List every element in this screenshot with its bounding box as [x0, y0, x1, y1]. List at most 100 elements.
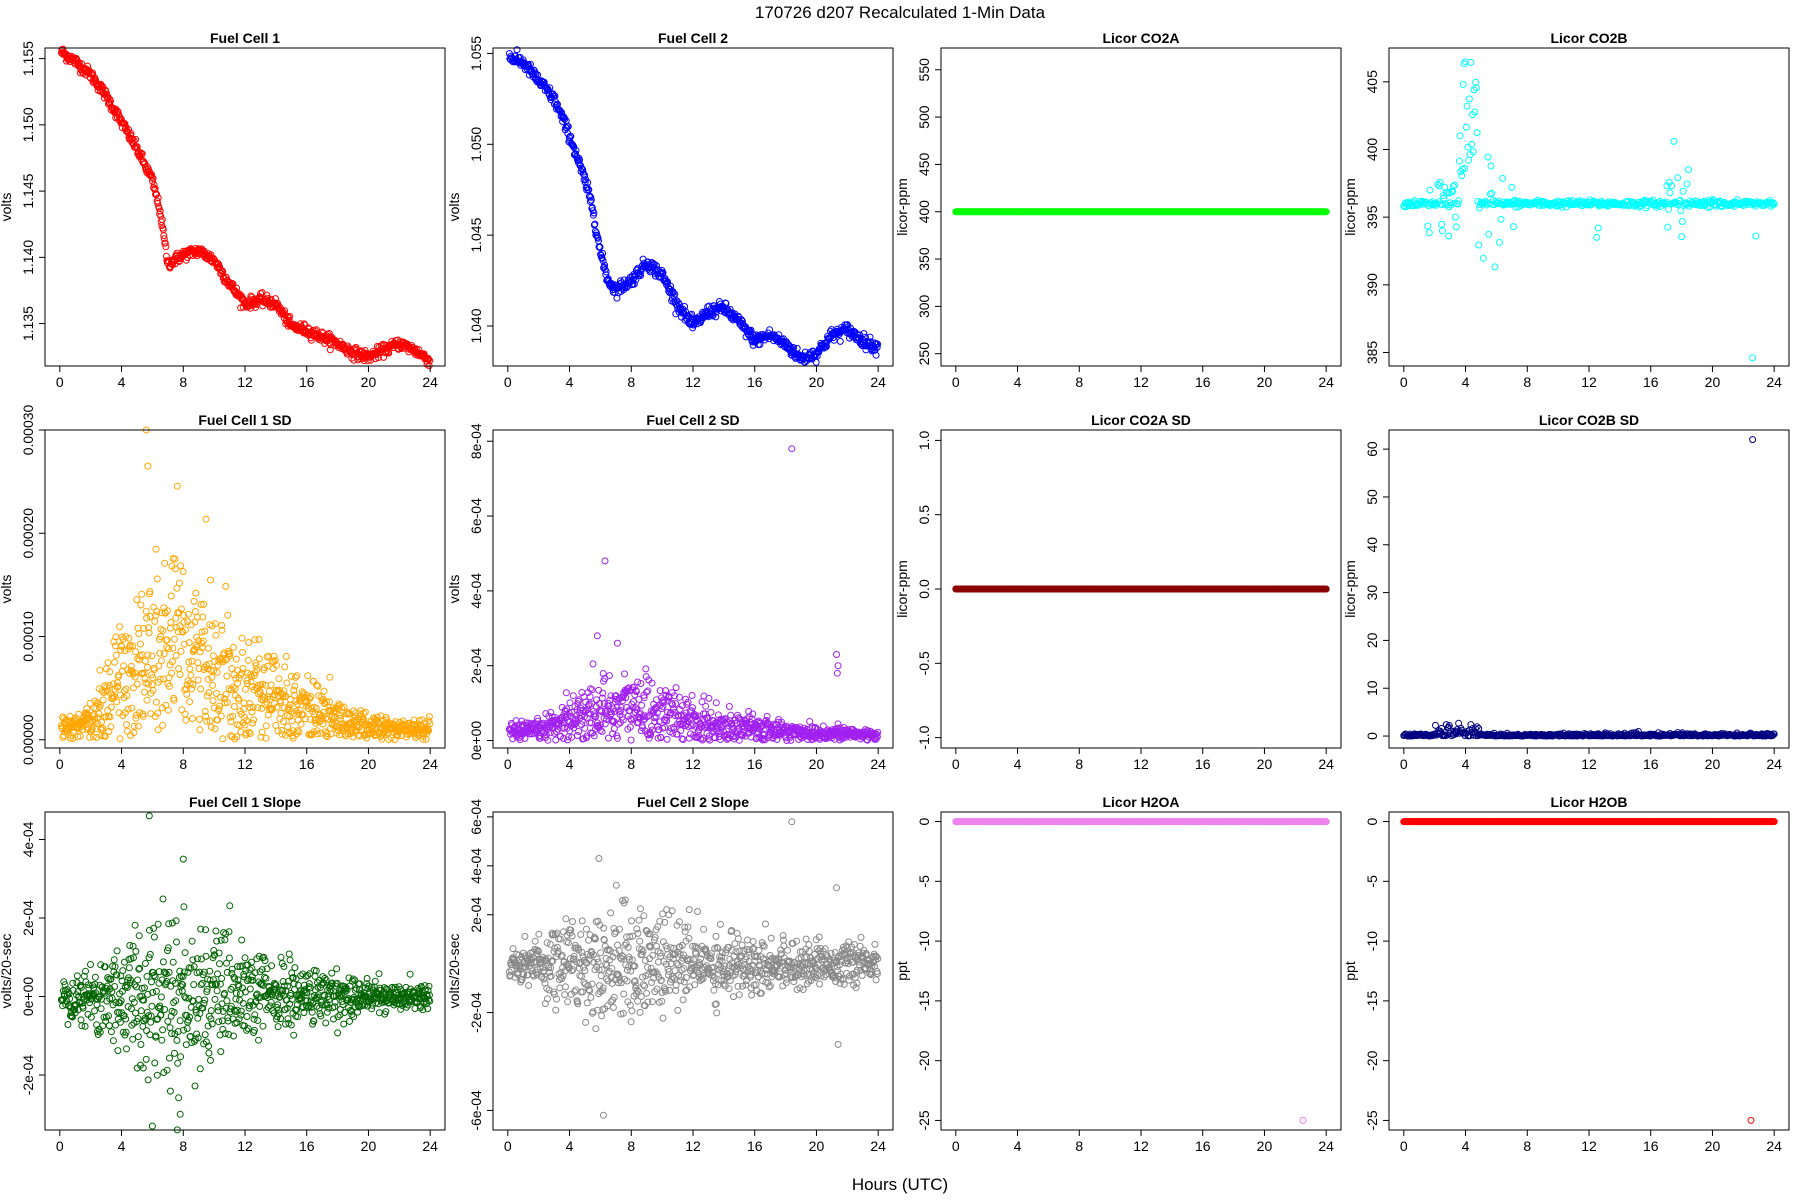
- data-point: [1594, 224, 1602, 232]
- data-point: [144, 651, 152, 659]
- data-point: [202, 515, 210, 523]
- data-point: [217, 712, 225, 720]
- y-tick-label: 400: [1364, 138, 1380, 162]
- data-point: [147, 710, 155, 718]
- data-point: [644, 687, 652, 695]
- data-point: [128, 704, 136, 712]
- data-point: [426, 357, 434, 365]
- x-tick-label: 16: [299, 756, 315, 772]
- data-point: [167, 592, 175, 600]
- data-point: [593, 632, 601, 640]
- y-tick-label: 1.150: [20, 107, 36, 142]
- data-point: [1593, 233, 1601, 241]
- y-axis-label: licor-ppm: [1342, 178, 1358, 236]
- plot-frame: [492, 429, 894, 749]
- x-tick-label: 24: [422, 374, 438, 390]
- data-point: [601, 261, 609, 269]
- x-tick-label: 12: [237, 374, 253, 390]
- y-tick-label: 395: [1364, 205, 1380, 229]
- data-point: [171, 635, 178, 643]
- x-tick-label: 0: [56, 756, 64, 772]
- data-point: [705, 694, 713, 702]
- data-point: [179, 568, 187, 576]
- data-point: [197, 685, 205, 693]
- panel-title: Fuel Cell 2: [658, 30, 728, 46]
- data-point: [167, 619, 175, 626]
- data-point: [283, 679, 291, 687]
- data-point: [181, 710, 189, 718]
- data-point: [222, 582, 230, 590]
- data-point: [148, 173, 156, 181]
- data-points: [1400, 436, 1778, 740]
- y-tick-label: 1.050: [468, 127, 484, 162]
- x-tick-label: 24: [422, 756, 438, 772]
- panel-title: Licor CO2A: [1102, 30, 1179, 46]
- data-points: [952, 208, 1330, 216]
- y-tick-label: 0.5: [916, 505, 932, 525]
- data-point: [133, 680, 141, 688]
- data-point: [255, 655, 263, 663]
- data-point: [1485, 230, 1493, 238]
- data-point: [591, 227, 599, 235]
- data-point: [152, 545, 160, 553]
- data-point: [173, 482, 181, 490]
- y-tick-label: 1.045: [468, 217, 484, 252]
- figure-xlabel: Hours (UTC): [852, 1175, 948, 1194]
- data-point: [284, 313, 292, 320]
- data-point: [141, 688, 148, 696]
- data-point: [255, 636, 263, 643]
- data-point: [1451, 181, 1459, 189]
- data-point: [688, 310, 696, 318]
- figure-title: 170726 d207 Recalculated 1-Min Data: [755, 3, 1046, 22]
- data-point: [513, 46, 521, 54]
- x-tick-label: 20: [361, 374, 377, 390]
- x-tick-label: 20: [809, 756, 825, 772]
- data-point: [160, 650, 168, 658]
- plot-frame: [940, 47, 1342, 367]
- data-point: [660, 274, 668, 282]
- data-point: [671, 290, 679, 298]
- x-tick-label: 20: [361, 756, 377, 772]
- data-point: [737, 316, 745, 324]
- data-point: [1678, 218, 1686, 225]
- data-point: [219, 735, 227, 743]
- x-tick-label: 24: [1766, 374, 1782, 390]
- data-point: [150, 603, 158, 611]
- data-point: [142, 607, 150, 615]
- data-point: [138, 150, 146, 158]
- data-point: [371, 355, 379, 363]
- data-point: [229, 280, 237, 288]
- data-point: [137, 640, 144, 648]
- y-tick-label: 390: [1364, 273, 1380, 297]
- data-point: [594, 234, 602, 242]
- data-point: [1670, 137, 1678, 145]
- x-tick-label: 4: [566, 756, 574, 772]
- y-tick-label: 550: [916, 58, 932, 82]
- data-point: [166, 624, 174, 632]
- data-point: [1458, 172, 1466, 180]
- data-point: [1455, 157, 1463, 165]
- data-point: [78, 60, 86, 68]
- data-point: [143, 614, 151, 622]
- y-axis-label: licor-ppm: [894, 560, 910, 618]
- data-point: [158, 216, 166, 224]
- data-point: [99, 696, 107, 704]
- data-point: [150, 184, 158, 192]
- data-points: [1400, 58, 1778, 362]
- data-point: [291, 673, 299, 681]
- data-point: [291, 682, 299, 690]
- data-point: [1664, 223, 1672, 231]
- data-point: [214, 259, 222, 267]
- data-point: [1487, 162, 1495, 170]
- data-point: [747, 326, 755, 334]
- data-point: [579, 166, 587, 174]
- data-point: [1456, 132, 1464, 140]
- data-point: [1685, 166, 1692, 174]
- data-point: [266, 687, 273, 695]
- x-tick-label: 8: [1523, 374, 1531, 390]
- data-point: [209, 697, 217, 705]
- x-tick-label: 16: [747, 756, 763, 772]
